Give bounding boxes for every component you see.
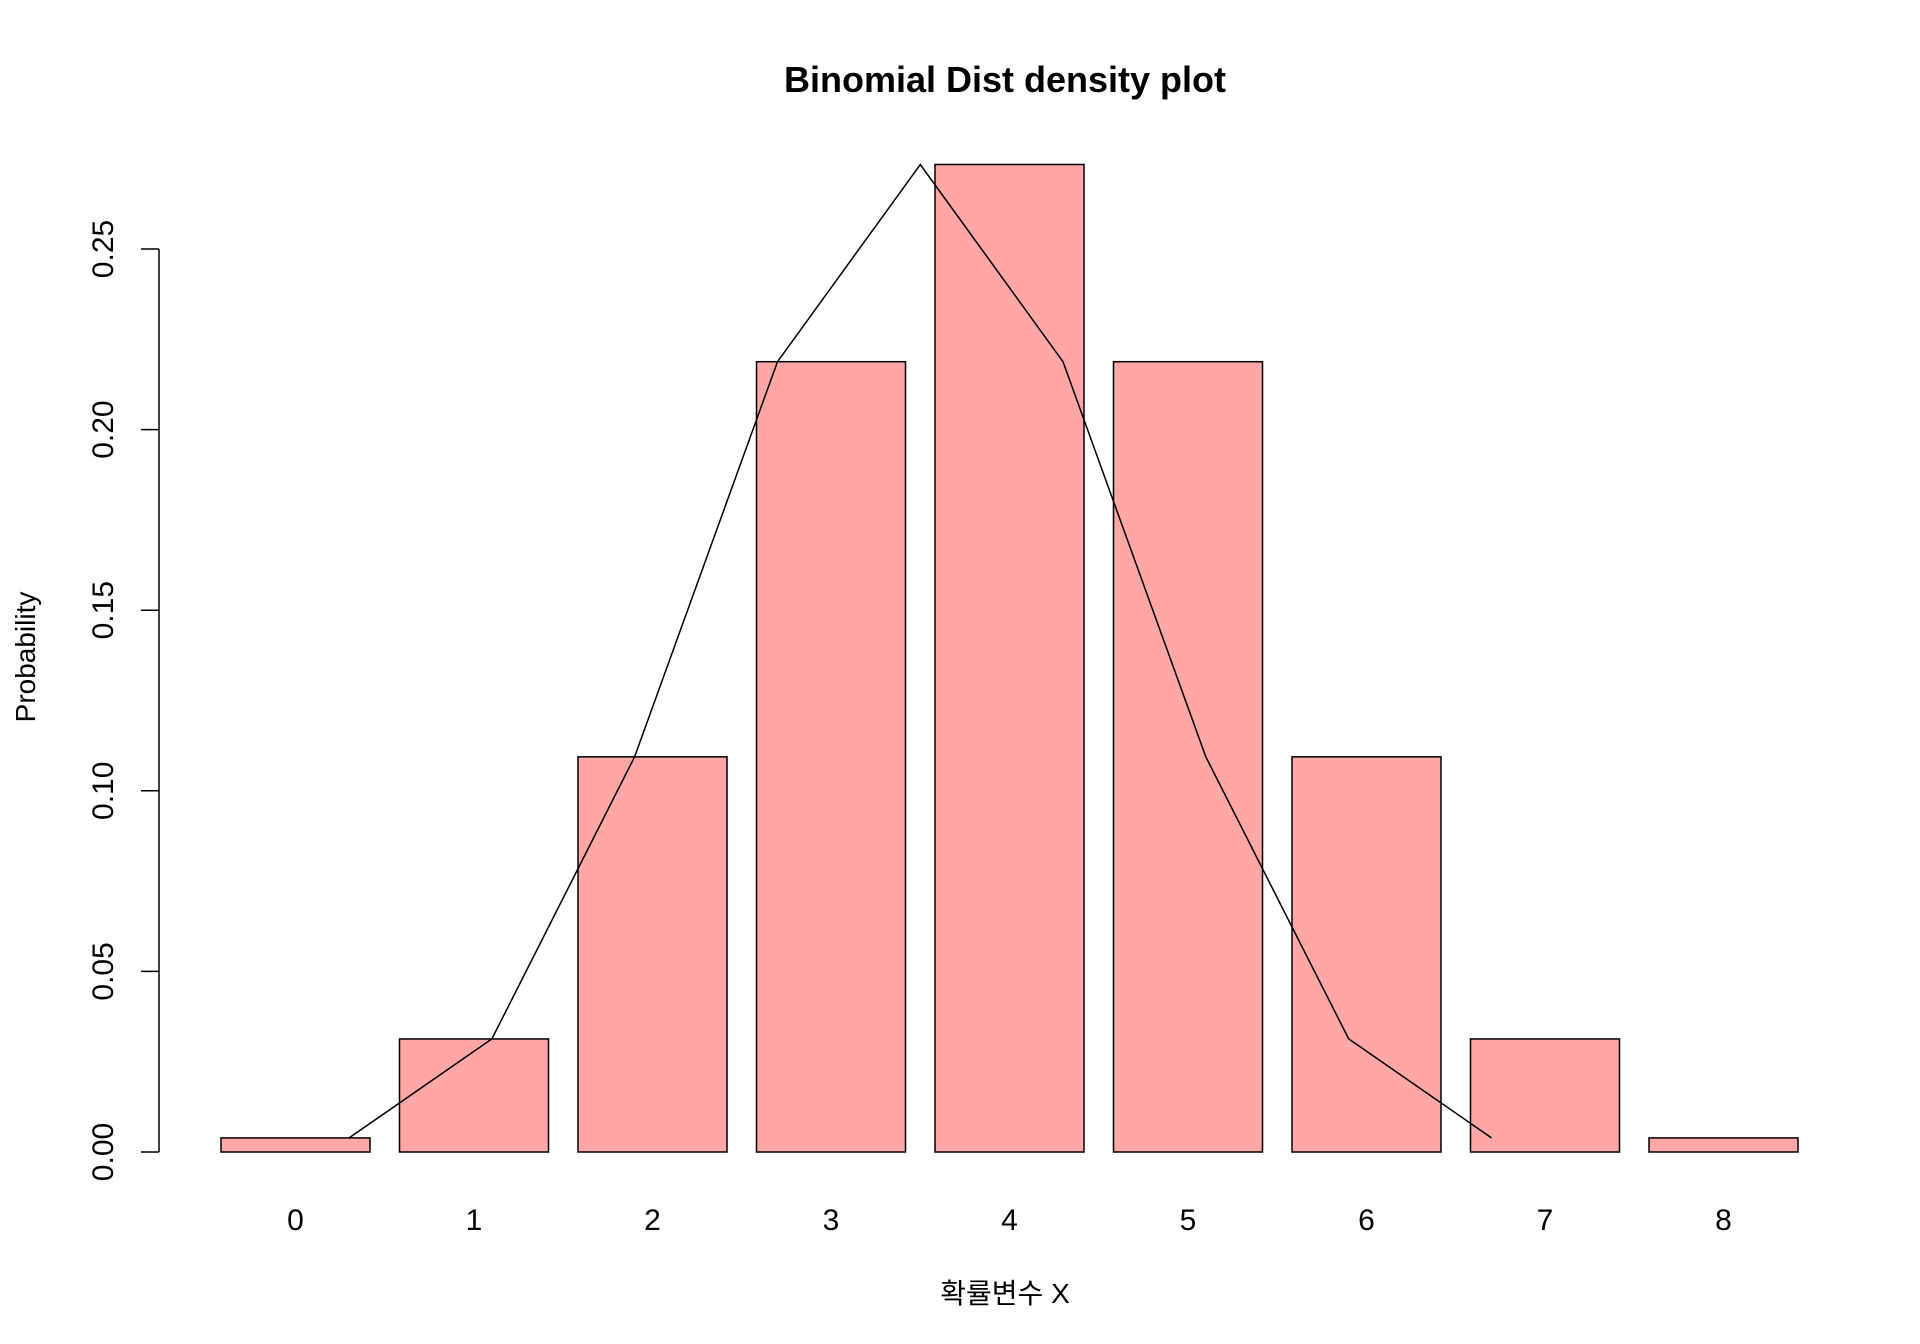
bar-0 bbox=[220, 1137, 371, 1153]
x-tick-label-3: 3 bbox=[823, 1204, 840, 1237]
bar-3 bbox=[755, 360, 907, 1153]
y-tick-label-0.20: 0.20 bbox=[87, 400, 120, 458]
bar-2 bbox=[577, 756, 728, 1153]
y-tick-label-0.25: 0.25 bbox=[87, 220, 120, 278]
x-tick-label-0: 0 bbox=[287, 1204, 304, 1237]
y-axis-label: Probability bbox=[10, 592, 41, 723]
y-tick-label-0.05: 0.05 bbox=[87, 942, 120, 1000]
bar-1 bbox=[398, 1038, 550, 1153]
density-line-group bbox=[348, 163, 1492, 1139]
bar-6 bbox=[1291, 756, 1442, 1153]
y-tick-label-0.15: 0.15 bbox=[87, 581, 120, 639]
x-tick-label-2: 2 bbox=[644, 1204, 661, 1237]
density-line bbox=[348, 163, 1492, 1139]
x-tick-label-5: 5 bbox=[1180, 1204, 1197, 1237]
x-axis-label: 확률변수 X bbox=[940, 1278, 1070, 1309]
y-tick-label-0.10: 0.10 bbox=[87, 762, 120, 820]
x-tick-labels: 0 1 2 3 4 5 6 7 8 bbox=[287, 1204, 1732, 1237]
chart-title: Binomial Dist density plot bbox=[784, 59, 1226, 100]
y-axis: 0.00 0.05 0.10 0.15 0.20 0.25 bbox=[87, 220, 160, 1181]
x-tick-label-6: 6 bbox=[1358, 1204, 1375, 1237]
x-tick-label-7: 7 bbox=[1537, 1204, 1554, 1237]
x-tick-label-8: 8 bbox=[1715, 1204, 1732, 1237]
y-tick-label-0.00: 0.00 bbox=[87, 1123, 120, 1181]
bar-4 bbox=[934, 163, 1085, 1153]
bars-group bbox=[220, 163, 1799, 1153]
bar-8 bbox=[1648, 1137, 1799, 1153]
x-tick-label-4: 4 bbox=[1001, 1204, 1018, 1237]
x-tick-label-1: 1 bbox=[466, 1204, 483, 1237]
bar-5 bbox=[1112, 360, 1264, 1153]
bar-7 bbox=[1469, 1038, 1621, 1153]
